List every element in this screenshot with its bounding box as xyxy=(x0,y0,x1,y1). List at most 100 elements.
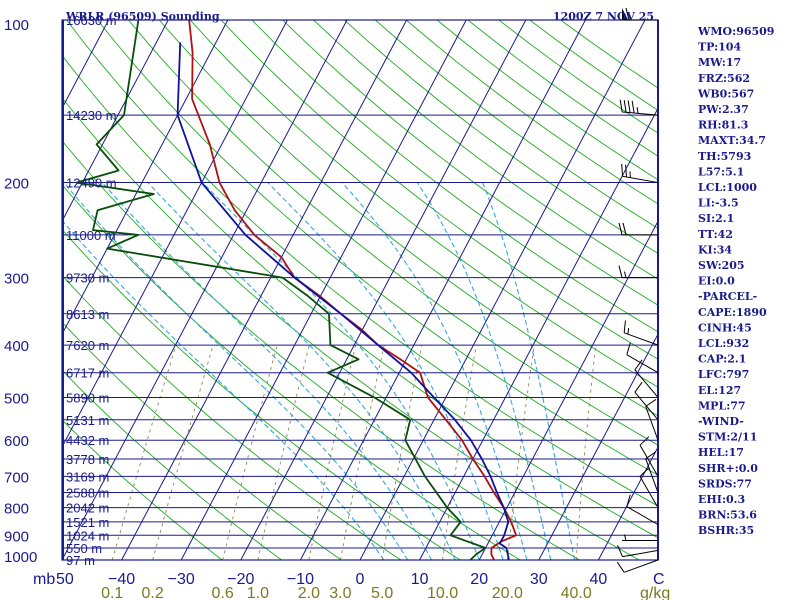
mixing-ratio-line xyxy=(257,344,310,560)
wind-barb xyxy=(617,545,659,558)
x-tick-label: −30 xyxy=(168,571,195,588)
index-separator: : xyxy=(714,384,718,397)
index-label: EHI xyxy=(698,493,722,506)
mixing-ratio-line xyxy=(506,345,535,560)
index-item: BSHR:35 xyxy=(698,524,754,537)
height-label: 9730 m xyxy=(66,271,109,286)
index-separator: : xyxy=(718,103,722,116)
index-item: MAXT:34.7 xyxy=(698,134,766,147)
index-value: 34.7 xyxy=(739,134,766,147)
index-label: BSHR xyxy=(698,524,736,537)
isotherm xyxy=(240,20,527,560)
index-label: SW xyxy=(698,259,719,272)
index-separator: : xyxy=(735,524,739,537)
pressure-label: 300 xyxy=(4,271,29,288)
moist-adiabat xyxy=(267,182,504,560)
index-item: CAP:2.1 xyxy=(698,353,746,366)
index-value: 1000 xyxy=(726,181,757,194)
isotherm xyxy=(62,20,288,449)
index-separator: : xyxy=(714,228,718,241)
index-value: 1890 xyxy=(736,306,767,319)
index-label: LI xyxy=(698,197,711,210)
height-label: 1521 m xyxy=(66,515,109,530)
index-separator: : xyxy=(726,431,730,444)
index-item: LCL:932 xyxy=(698,337,749,350)
index-separator: : xyxy=(721,165,725,178)
index-value: -3.5 xyxy=(715,197,739,210)
isotherm xyxy=(62,20,348,560)
index-value: 81.3 xyxy=(722,119,749,132)
moist-adiabat xyxy=(62,219,385,560)
indices-panel: WMO:96509TP:104MW:17FRZ:562WB0:567PW:2.3… xyxy=(697,25,774,537)
index-separator: : xyxy=(735,462,739,475)
index-separator: : xyxy=(722,368,726,381)
pressure-label: 1000 xyxy=(4,549,37,566)
height-label: 11000 m xyxy=(66,228,116,243)
index-item: MPL:77 xyxy=(698,399,746,412)
index-item: HEL:17 xyxy=(698,446,744,459)
mixing-ratio-label: 2.0 xyxy=(298,585,320,600)
series-parcel xyxy=(176,42,510,560)
mixing-ratio-line xyxy=(308,344,357,560)
index-label: TP xyxy=(698,41,714,54)
index-item: LFC:797 xyxy=(698,368,749,381)
index-label: FRZ xyxy=(698,72,723,85)
index-label: MW xyxy=(698,56,723,69)
index-label: LFC xyxy=(698,368,723,381)
wind-barb xyxy=(634,381,659,421)
index-separator: : xyxy=(711,212,715,225)
mixing-ratio-label: 5.0 xyxy=(371,585,393,600)
index-separator: : xyxy=(718,119,722,132)
index-item: EL:127 xyxy=(698,384,741,397)
dry-adiabat xyxy=(66,20,658,507)
series-temperature xyxy=(188,20,517,560)
pressure-label: 900 xyxy=(4,528,29,545)
index-label: BRN xyxy=(698,509,726,522)
wind-barb xyxy=(645,399,659,441)
index-separator: : xyxy=(718,259,722,272)
mixing-ratio-label: 3.0 xyxy=(329,585,351,600)
height-label: 97 m xyxy=(66,553,95,568)
pressure-label: 200 xyxy=(4,176,29,193)
index-item: EI:0.0 xyxy=(698,275,735,288)
index-value: 932 xyxy=(726,337,749,350)
mixing-ratio-label: 10.0 xyxy=(427,585,458,600)
pressure-label: 600 xyxy=(4,433,29,450)
index-separator: : xyxy=(717,150,721,163)
index-separator: : xyxy=(722,181,726,194)
index-label: TH xyxy=(698,150,717,163)
index-item: SI:2.1 xyxy=(698,212,734,225)
dry-adiabat xyxy=(560,20,658,89)
index-item: -WIND- xyxy=(698,415,744,428)
index-value: 77 xyxy=(730,399,745,412)
mixing-ratio-label: 0.6 xyxy=(212,585,234,600)
index-value: 53.6 xyxy=(730,509,757,522)
index-item: KI:34 xyxy=(698,243,732,256)
index-label: L57 xyxy=(698,165,721,178)
x-tick-label: 10 xyxy=(411,571,429,588)
wind-barbs xyxy=(616,7,659,573)
index-label: EI xyxy=(698,275,712,288)
index-value: 35 xyxy=(739,524,754,537)
mixing-ratio-line xyxy=(339,345,385,560)
index-value: 2.37 xyxy=(722,103,749,116)
index-separator: : xyxy=(713,243,717,256)
index-label: LCL xyxy=(698,337,722,350)
mixing-ratio-label: 40.0 xyxy=(561,585,592,600)
index-item: TP:104 xyxy=(698,41,741,54)
x-tick-label: C xyxy=(653,571,665,588)
index-separator: : xyxy=(711,197,715,210)
pressure-label: 500 xyxy=(4,390,29,407)
index-label: MPL xyxy=(698,399,726,412)
isotherm xyxy=(597,446,658,560)
isotherm xyxy=(538,333,658,560)
dry-adiabat xyxy=(529,20,658,111)
index-value: 96509 xyxy=(736,25,774,38)
mixing-ratio-line xyxy=(442,345,477,560)
height-label: 8613 m xyxy=(66,307,109,322)
index-item: CAPE:1890 xyxy=(698,306,767,319)
isotherm xyxy=(359,20,646,560)
index-item: STM:2/11 xyxy=(698,431,757,444)
moist-adiabat xyxy=(482,182,576,560)
index-value: 567 xyxy=(731,87,754,100)
